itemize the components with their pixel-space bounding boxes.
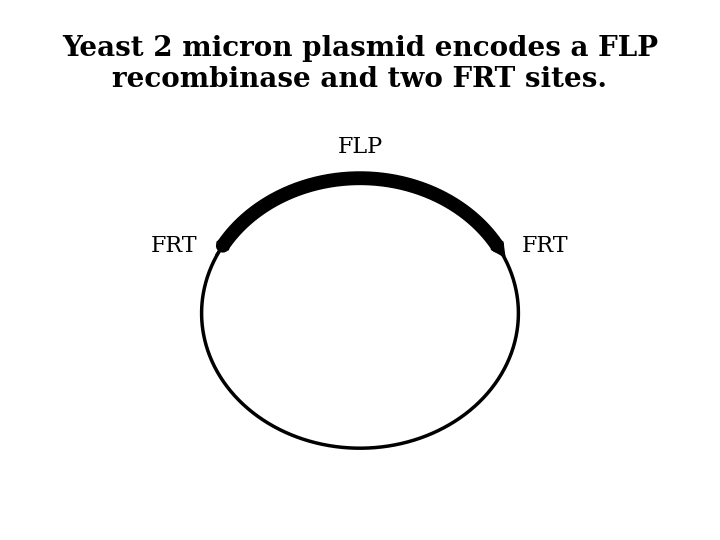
Text: FRT: FRT	[151, 235, 198, 256]
Text: FLP: FLP	[338, 136, 382, 158]
Text: Yeast 2 micron plasmid encodes a FLP
recombinase and two FRT sites.: Yeast 2 micron plasmid encodes a FLP rec…	[62, 35, 658, 93]
Text: FRT: FRT	[522, 235, 569, 256]
